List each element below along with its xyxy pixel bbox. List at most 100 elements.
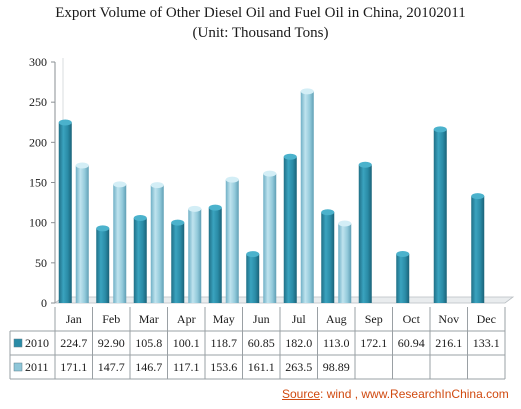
- bar-2011-body: [113, 184, 127, 303]
- bar-2011: [338, 220, 352, 303]
- bar-2010-body: [171, 222, 185, 303]
- y-tick-label: 50: [35, 256, 47, 270]
- bar-2011: [150, 182, 164, 303]
- data-label: 216.1: [435, 336, 462, 350]
- y-tick-label: 100: [29, 216, 47, 230]
- bar-2010: [58, 119, 72, 303]
- bar-2010-body: [321, 212, 335, 303]
- chart-title: Export Volume of Other Diesel Oil and Fu…: [55, 5, 466, 21]
- data-label: 100.1: [173, 336, 200, 350]
- bar-2010: [208, 204, 222, 303]
- bar-2011-body: [338, 223, 352, 303]
- bar-2011-body: [150, 185, 164, 303]
- bar-chart: 0 50 100 150 200 250 300 Jan Feb Mar Apr May Jun Jul…: [9, 55, 515, 380]
- legend-label-2010: 2010: [25, 336, 49, 350]
- legend-key-2010: [13, 338, 23, 348]
- data-label: 172.1: [360, 336, 387, 350]
- bar-2010-cap: [396, 251, 410, 258]
- x-tick-label: Feb: [102, 312, 120, 326]
- bar-2010-cap: [208, 204, 222, 211]
- bar-2011: [188, 205, 202, 303]
- bar-2011: [300, 88, 314, 304]
- bar-2010-body: [358, 164, 372, 303]
- x-tick-label: Dec: [477, 312, 496, 326]
- bar-2011-cap: [188, 205, 202, 212]
- data-label: 117.1: [173, 360, 200, 374]
- x-tick-label: Jan: [66, 312, 82, 326]
- bar-2010-body: [96, 228, 110, 303]
- data-label: 171.1: [60, 360, 87, 374]
- bar-2011-cap: [300, 88, 314, 95]
- bar-2010-body: [283, 156, 297, 303]
- bar-2010: [471, 193, 485, 303]
- bar-2010-body: [58, 122, 72, 303]
- bar-2010: [433, 126, 447, 303]
- bar-2011-cap: [75, 162, 89, 169]
- y-tick-label: 150: [29, 176, 47, 190]
- bar-2010-cap: [321, 209, 335, 216]
- source-note: Source: wind , www.ResearchInChina.com: [282, 387, 509, 401]
- bar-2011: [113, 181, 127, 303]
- bar-2010-body: [208, 207, 222, 303]
- bar-2010: [358, 161, 372, 303]
- source-text: : wind , www.ResearchInChina.com: [320, 387, 509, 401]
- bar-2010-body: [133, 218, 147, 303]
- y-tick-label: 250: [29, 95, 47, 109]
- data-label: 224.7: [60, 336, 87, 350]
- bar-2010: [96, 225, 110, 303]
- bar-2011-cap: [263, 170, 277, 177]
- bar-2010-cap: [96, 225, 110, 232]
- x-tick-label: Jul: [292, 312, 307, 326]
- bar-2010-cap: [58, 119, 72, 126]
- data-label: 182.0: [285, 336, 312, 350]
- data-label: 92.90: [98, 336, 125, 350]
- data-label: 60.85: [248, 336, 275, 350]
- bar-2011-body: [300, 91, 314, 304]
- x-tick-label: Mar: [139, 312, 159, 326]
- data-label: 161.1: [248, 360, 275, 374]
- data-label: 263.5: [285, 360, 312, 374]
- bar-2010-cap: [133, 215, 147, 222]
- bar-2010-cap: [171, 219, 185, 226]
- y-tick-label: 300: [29, 55, 47, 69]
- x-tick-label: Oct: [403, 312, 421, 326]
- legend-key-2011: [13, 362, 23, 372]
- bar-2011-cap: [225, 176, 239, 183]
- y-tick-label: 200: [29, 135, 47, 149]
- data-label: 98.89: [323, 360, 350, 374]
- data-label: 153.6: [210, 360, 237, 374]
- bar-2010-cap: [246, 251, 260, 258]
- x-tick-label: May: [213, 312, 235, 326]
- bar-2011-body: [188, 208, 202, 303]
- bar-2011: [263, 170, 277, 303]
- bar-2010: [246, 251, 260, 303]
- data-label: 105.8: [135, 336, 162, 350]
- bar-2011-cap: [113, 181, 127, 188]
- bar-2010-cap: [358, 161, 372, 168]
- bar-2011-body: [75, 165, 89, 303]
- x-tick-label: Aug: [326, 312, 347, 326]
- bar-2010-body: [471, 196, 485, 303]
- x-tick-label: Sep: [365, 312, 383, 326]
- legend-label-2011: 2011: [25, 360, 49, 374]
- bar-2010-cap: [433, 126, 447, 133]
- bar-2011-body: [263, 173, 277, 303]
- data-label: 146.7: [135, 360, 162, 374]
- data-label: 147.7: [98, 360, 125, 374]
- x-tick-label: Nov: [438, 312, 459, 326]
- bar-2010-body: [396, 254, 410, 303]
- bar-2010: [283, 153, 297, 303]
- bar-2010-body: [246, 254, 260, 303]
- bar-2010-cap: [471, 193, 485, 200]
- bar-2011-body: [225, 179, 239, 303]
- bar-2010: [321, 209, 335, 303]
- chart-subtitle: (Unit: Thousand Tons): [192, 25, 329, 41]
- x-tick-label: Apr: [177, 312, 196, 326]
- bar-2011-cap: [338, 220, 352, 227]
- source-label: Source: [282, 387, 321, 401]
- data-label: 113.0: [323, 336, 350, 350]
- data-label: 118.7: [210, 336, 237, 350]
- x-tick-label: Jun: [253, 312, 270, 326]
- data-label: 60.94: [398, 336, 425, 350]
- bar-2011: [75, 162, 89, 303]
